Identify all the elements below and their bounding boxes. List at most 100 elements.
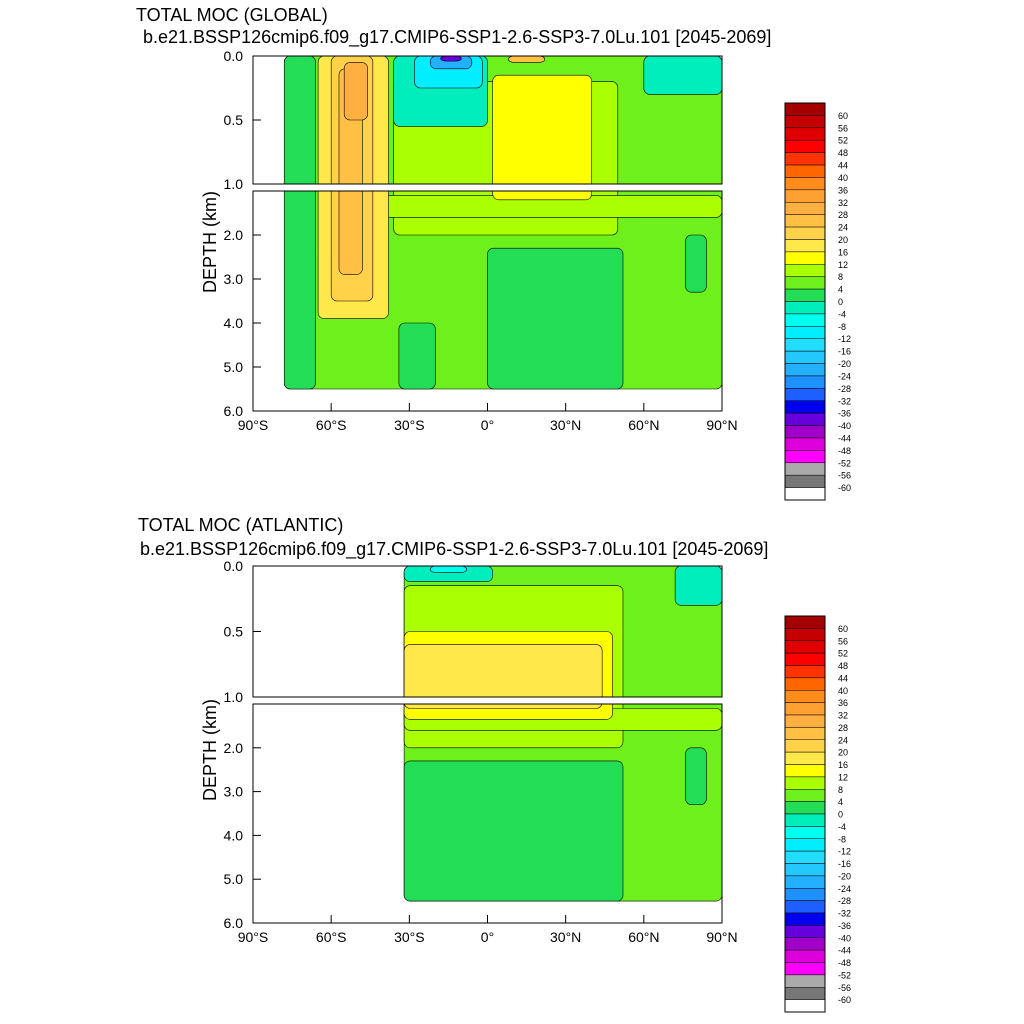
colorbar-label: -12 <box>838 334 851 344</box>
y-axis-label: DEPTH (km) <box>200 191 220 293</box>
colorbar-label: 16 <box>838 247 848 257</box>
y-tick-label: 1.0 <box>224 689 244 705</box>
x-tick-label: 90°S <box>238 929 269 945</box>
colorbar-label: 28 <box>838 210 848 220</box>
colorbar-label: -32 <box>838 909 851 919</box>
contour-fills <box>403 566 722 902</box>
x-tick-label: 60°S <box>316 417 347 433</box>
colorbar-label: 36 <box>838 185 848 195</box>
colorbar-label: 36 <box>838 698 848 708</box>
y-tick-label: 1.0 <box>224 176 244 192</box>
colorbar-box <box>784 776 826 790</box>
colorbar-box <box>784 326 826 339</box>
colorbar-box <box>784 214 826 228</box>
colorbar-box <box>784 338 826 352</box>
colorbar-label: 56 <box>838 123 848 133</box>
colorbar-box <box>784 388 826 401</box>
contour-fills <box>283 56 722 390</box>
panel-atlantic: TOTAL MOC (ATLANTIC) b.e21.BSSP126cmip6.… <box>138 515 851 1013</box>
colorbar-label: 12 <box>838 772 848 782</box>
colorbar-box <box>784 450 826 464</box>
colorbar-label: 8 <box>838 785 843 795</box>
colorbar-label: 60 <box>838 624 848 634</box>
colorbar-box <box>784 474 826 488</box>
colorbar-box <box>784 251 826 265</box>
x-tick-label: 90°N <box>706 929 737 945</box>
contour-region <box>429 566 467 573</box>
colorbar-label: -20 <box>838 871 851 881</box>
colorbar-label: -16 <box>838 347 851 357</box>
y-tick-label: 5.0 <box>224 359 244 375</box>
x-tick-label: 90°N <box>706 417 737 433</box>
colorbar-box <box>784 690 826 703</box>
colorbar-box <box>784 437 826 451</box>
x-tick-label: 60°N <box>628 929 659 945</box>
colorbar-label: -8 <box>838 322 846 332</box>
y-tick-label: 6.0 <box>224 915 244 931</box>
colorbar-box <box>784 677 826 691</box>
contour-region <box>403 760 624 902</box>
colorbar-box <box>784 152 826 166</box>
contour-region <box>403 566 494 583</box>
colorbar-label: 12 <box>838 260 848 270</box>
colorbar-label: 0 <box>838 297 843 307</box>
y-tick-label: 2.0 <box>224 227 244 243</box>
colorbar-label: -28 <box>838 384 851 394</box>
colorbar-label: -48 <box>838 958 851 968</box>
colorbar-label: 0 <box>838 810 843 820</box>
y-tick-label: 5.0 <box>224 871 244 887</box>
colorbar-label: -36 <box>838 409 851 419</box>
colorbar-label: -48 <box>838 446 851 456</box>
colorbar-box <box>784 900 826 914</box>
y-tick-label: 6.0 <box>224 403 244 419</box>
colorbar-label: 24 <box>838 735 848 745</box>
colorbar-label: 44 <box>838 161 848 171</box>
colorbar-box <box>784 276 826 290</box>
contour-region <box>487 247 624 390</box>
colorbar-label: 52 <box>838 136 848 146</box>
colorbar-box <box>784 789 826 802</box>
colorbar-box <box>784 714 826 728</box>
colorbar-box <box>784 615 826 629</box>
colorbar-box <box>784 226 826 240</box>
contour-region <box>343 62 368 121</box>
colorbar-label: -60 <box>838 483 851 493</box>
colorbar-box <box>784 838 826 852</box>
colorbar-box <box>784 949 826 963</box>
contour-region <box>398 322 436 390</box>
plot-area-global: 0.0 0.5 1.0 2.0 3.0 4.0 5.0 6.090°S 60°S 30°S 0° 30… <box>224 48 738 433</box>
colorbar-box <box>784 202 826 215</box>
colorbar-box <box>784 813 826 827</box>
colorbar-box <box>784 764 826 778</box>
colorbar-box <box>784 164 826 178</box>
colorbar-box <box>784 301 826 315</box>
colorbar-box <box>784 412 826 426</box>
colorbar-label: 40 <box>838 173 848 183</box>
y-tick-label: 0.5 <box>224 624 244 640</box>
colorbar-atlantic: 60565248444036322824201612840-4-8-12-16-… <box>784 615 851 1013</box>
y-tick-label: 3.0 <box>224 784 244 800</box>
colorbar-label: -44 <box>838 946 851 956</box>
colorbar-box <box>784 875 826 889</box>
colorbar-box <box>784 139 826 153</box>
colorbar-box <box>784 751 826 765</box>
colorbar-box <box>784 115 826 129</box>
colorbar-label: -28 <box>838 896 851 906</box>
colorbar-label: -20 <box>838 359 851 369</box>
colorbar-box <box>784 350 826 364</box>
contour-region <box>674 566 722 606</box>
colorbar-box <box>784 189 826 203</box>
colorbar-label: 16 <box>838 760 848 770</box>
colorbar-box <box>784 702 826 716</box>
y-tick-label: 2.0 <box>224 740 244 756</box>
colorbar-label: 4 <box>838 797 843 807</box>
colorbar-label: 32 <box>838 198 848 208</box>
colorbar-box <box>784 487 826 501</box>
y-tick-label: 0.0 <box>224 558 244 574</box>
colorbar-label: 56 <box>838 636 848 646</box>
colorbar-box <box>784 850 826 864</box>
colorbar-label: -56 <box>838 471 851 481</box>
contour-region <box>685 747 707 806</box>
colorbar-label: 8 <box>838 272 843 282</box>
colorbar-box <box>784 665 826 679</box>
